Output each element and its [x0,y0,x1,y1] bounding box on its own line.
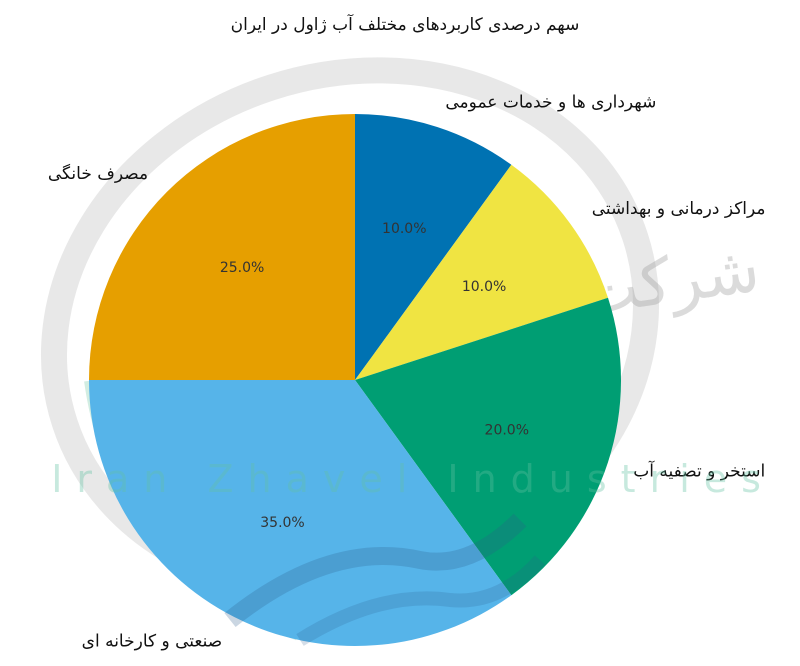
pie-slice-3 [355,297,621,596]
pct-label-1: 10.0% [382,221,426,237]
pct-label-4: 35.0% [260,515,304,531]
pie-slice-2 [355,164,608,380]
pie-slice-5 [89,114,355,380]
category-label-2: مراکز درمانی و بهداشتی [592,199,766,219]
category-label-1: شهرداری ها و خدمات عمومی [445,93,656,113]
pie-slice-1 [355,114,512,380]
pct-label-3: 20.0% [485,422,529,438]
watermark-wave-blue-2 [296,555,546,646]
category-label-5: مصرف خانگی [48,163,148,184]
category-label-3: استخر و تصفیه آب [633,459,765,481]
chart-title: سهم درصدی کاربردهای مختلف آب ژاول در ایر… [231,13,580,35]
pct-label-2: 10.0% [462,279,506,295]
pct-label-5: 25.0% [220,260,264,276]
watermark-wave-blue [224,513,527,628]
category-label-4: صنعتی و کارخانه ای [82,632,223,652]
pie-slice-4 [89,380,512,647]
watermark-company-en: Iran Zhavel Industries Co [51,457,800,501]
